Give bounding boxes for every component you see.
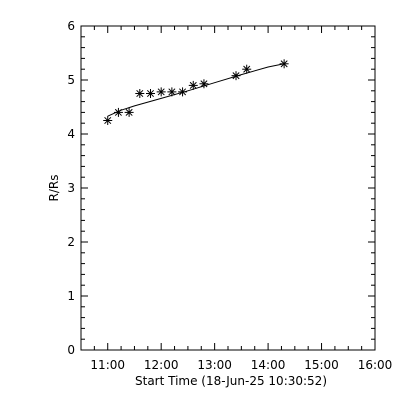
data-point — [188, 80, 198, 90]
y-tick-label: 6 — [67, 19, 75, 33]
x-tick-label: 12:00 — [144, 358, 179, 372]
y-tick-label: 4 — [67, 127, 75, 141]
x-tick-label: 16:00 — [358, 358, 393, 372]
data-point — [231, 71, 241, 81]
data-point — [199, 79, 209, 89]
y-axis: 0 1 2 3 4 5 6 — [67, 19, 375, 357]
y-axis-label: R/Rs — [47, 175, 61, 202]
data-point — [279, 59, 289, 69]
data-point — [156, 87, 166, 97]
x-tick-label: 11:00 — [90, 358, 125, 372]
data-point — [242, 64, 252, 74]
plot-frame — [80, 25, 376, 351]
fit-line — [107, 63, 285, 117]
data-point — [103, 116, 113, 125]
x-tick-label: 14:00 — [251, 358, 286, 372]
y-tick-label: 5 — [67, 73, 75, 87]
x-tick-label: 13:00 — [197, 358, 232, 372]
data-point — [145, 89, 155, 98]
data-point — [167, 87, 177, 97]
x-axis-label: Start Time (18-Jun-25 10:30:52) — [135, 374, 327, 388]
x-tick-label: 15:00 — [304, 358, 339, 372]
y-tick-label: 3 — [67, 181, 75, 195]
x-axis: 11:00 12:00 13:00 14:00 15:00 16:00 — [80, 26, 393, 372]
y-tick-label: 2 — [67, 235, 75, 249]
data-point — [135, 89, 145, 98]
data-point — [113, 107, 123, 117]
y-tick-label: 0 — [67, 343, 75, 357]
data-points — [103, 59, 289, 125]
data-point — [178, 87, 188, 97]
y-tick-label: 1 — [67, 289, 75, 303]
data-point — [124, 107, 134, 117]
